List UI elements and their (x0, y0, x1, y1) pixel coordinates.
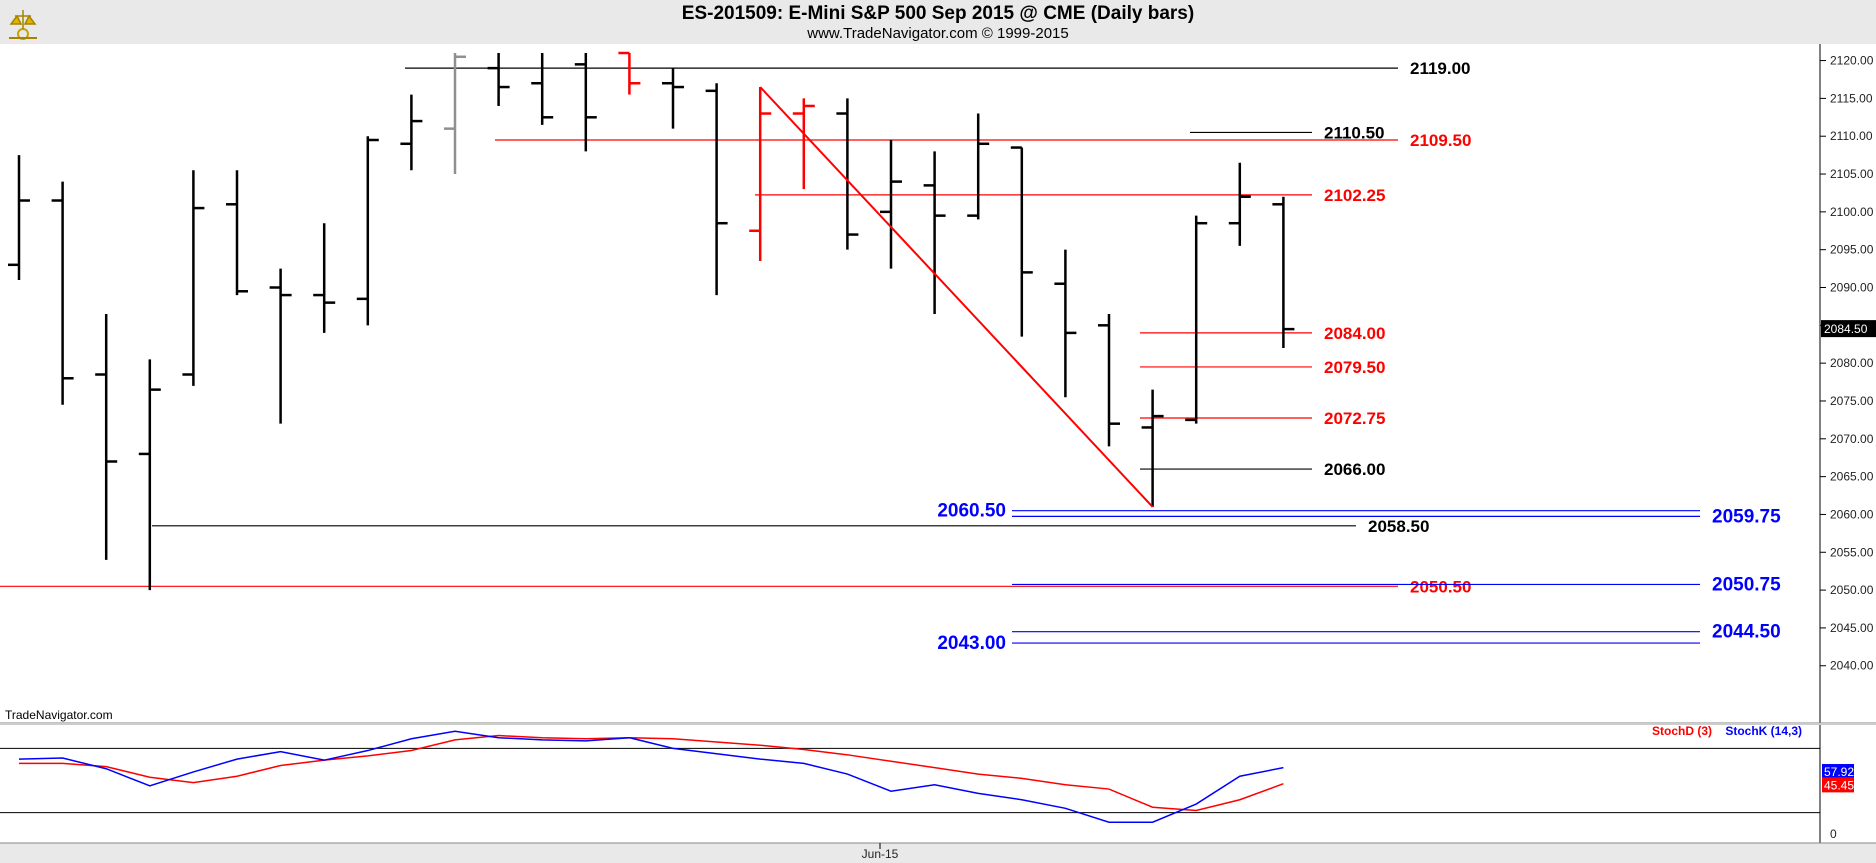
y-tick-label: 2065.00 (1830, 470, 1874, 484)
price-level-label: 2119.00 (1410, 59, 1471, 78)
price-level-label: 2072.75 (1324, 409, 1385, 428)
ohlc-bar (967, 113, 990, 220)
y-tick-label: 2100.00 (1830, 205, 1874, 219)
ohlc-bar (313, 223, 336, 333)
ohlc-bar (400, 94, 423, 171)
y-tick-label: 2105.00 (1830, 167, 1874, 181)
ohlc-bar (226, 170, 248, 296)
price-level-label: 2050.75 (1712, 574, 1781, 595)
y-tick-label: 2095.00 (1830, 243, 1874, 257)
stoch-d-value: 45.45 (1824, 778, 1854, 792)
price-level-label: 2109.50 (1410, 131, 1471, 150)
ohlc-bar (1141, 389, 1164, 507)
ohlc-bar (182, 170, 205, 386)
ohlc-bar (1228, 162, 1251, 246)
stoch-series-line (18, 730, 1284, 823)
ohlc-bar (1185, 215, 1208, 424)
stoch-series-line (19, 734, 1284, 812)
y-tick-label: 2040.00 (1830, 659, 1874, 673)
stoch-d-value-marker (1822, 777, 1854, 793)
last-price-marker (1821, 320, 1876, 338)
price-level-label: 2079.50 (1324, 358, 1385, 377)
watermark-text: TradeNavigator.com (5, 708, 113, 722)
price-level-label: 2050.50 (1410, 577, 1471, 596)
ohlc-bar (662, 68, 684, 129)
price-level-label: 2084.00 (1324, 324, 1385, 343)
trendline (759, 86, 1154, 508)
chart-subtitle: www.TradeNavigator.com © 1999-2015 (807, 25, 1069, 42)
ohlc-bar (531, 53, 554, 125)
stoch-k-legend: StochK (14,3) (1725, 724, 1802, 738)
price-level-label: 2102.25 (1324, 186, 1385, 205)
price-level-label: 2043.00 (937, 633, 1006, 654)
stoch-d-legend: StochD (3) (1652, 724, 1712, 738)
stoch-y-tick-label: 0 (1830, 827, 1837, 841)
stoch-k-value: 57.92 (1824, 765, 1854, 779)
price-level-label: 2058.50 (1368, 517, 1429, 536)
ohlc-bar (1098, 313, 1120, 447)
x-tick-label: Jun-15 (862, 847, 899, 861)
ohlc-bar (269, 268, 292, 424)
price-level-label: 2060.50 (937, 501, 1006, 522)
last-price-label: 2084.50 (1824, 322, 1868, 336)
price-level-label: 2110.50 (1324, 123, 1385, 142)
ohlc-bar (792, 98, 815, 190)
chart-title: ES-201509: E-Mini S&P 500 Sep 2015 @ CME… (681, 3, 1195, 24)
ohlc-bar (356, 136, 379, 326)
ohlc-bar (880, 139, 902, 269)
ohlc-bar (444, 53, 466, 175)
ohlc-bar (51, 181, 74, 405)
y-tick-label: 2045.00 (1830, 621, 1874, 635)
price-level-label: 2059.75 (1712, 506, 1781, 527)
y-tick-label: 2090.00 (1830, 281, 1874, 295)
y-tick-label: 2080.00 (1830, 356, 1874, 370)
y-tick-label: 2075.00 (1830, 394, 1874, 408)
ohlc-bar (923, 151, 946, 314)
ohlc-bar (1010, 146, 1033, 337)
ohlc-bar (618, 51, 641, 95)
ohlc-bar (138, 359, 161, 591)
y-tick-label: 2050.00 (1830, 583, 1874, 597)
y-tick-label: 2115.00 (1830, 91, 1873, 105)
y-tick-label: 2110.00 (1830, 129, 1873, 143)
y-tick-label: 2070.00 (1830, 432, 1874, 446)
ohlc-bar (95, 313, 118, 560)
y-tick-label: 2120.00 (1830, 54, 1874, 68)
price-level-label: 2066.00 (1324, 460, 1385, 479)
price-level-label: 2044.50 (1712, 622, 1781, 643)
trade-navigator-logo-icon (9, 10, 37, 40)
plot-background (0, 44, 1876, 863)
ohlc-bar (1272, 196, 1295, 349)
x-axis-strip (0, 843, 1876, 863)
ohlc-bar (8, 155, 30, 280)
chart-header: ES-201509: E-Mini S&P 500 Sep 2015 @ CME… (0, 0, 1876, 44)
ohlc-bar (1054, 249, 1077, 398)
y-tick-label: 2055.00 (1830, 545, 1874, 559)
ohlc-bar (705, 83, 728, 296)
stoch-k-value-marker (1822, 764, 1854, 780)
y-tick-label: 2060.00 (1830, 507, 1874, 521)
ohlc-bar (574, 53, 597, 152)
ohlc-bar (749, 87, 772, 262)
ohlc-bar (836, 98, 859, 250)
ohlc-bar (487, 53, 510, 106)
